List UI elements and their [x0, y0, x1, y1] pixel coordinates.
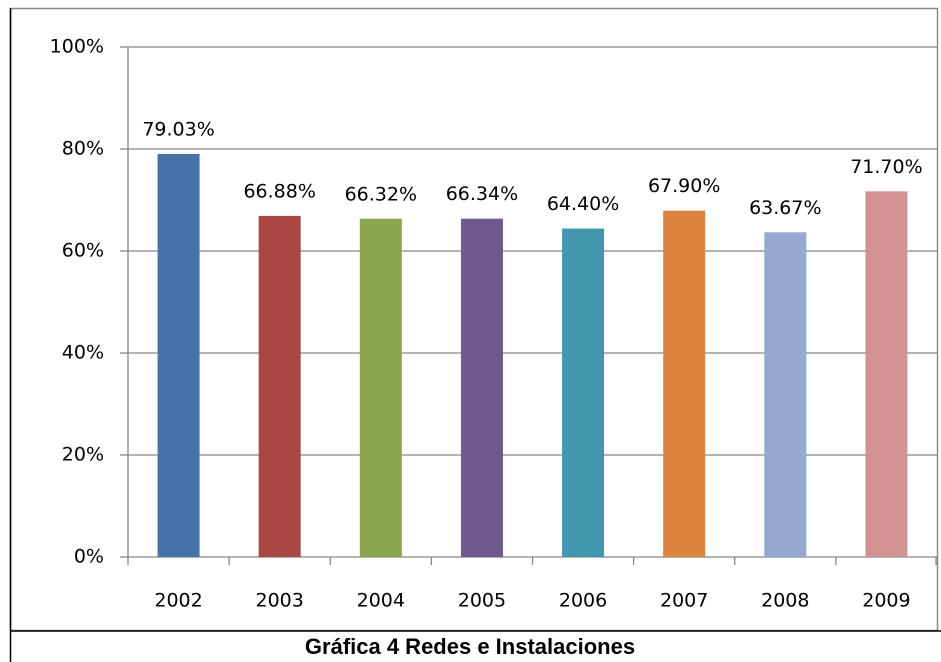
x-tick-label: 2009	[862, 590, 910, 612]
data-label: 66.88%	[243, 180, 315, 202]
data-label: 66.32%	[345, 183, 417, 205]
y-tick-label: 100%	[50, 36, 104, 58]
bar	[359, 218, 402, 557]
bar	[663, 210, 706, 557]
chart-title: Gráfica 4 Redes e Instalaciones	[305, 634, 635, 659]
data-label: 79.03%	[142, 118, 214, 140]
data-label: 67.90%	[648, 175, 720, 197]
data-label: 71.70%	[850, 156, 922, 178]
data-label: 66.34%	[446, 183, 518, 205]
y-tick-label: 80%	[62, 138, 104, 160]
x-tick-label: 2005	[458, 590, 506, 612]
y-tick-label: 0%	[74, 546, 104, 568]
y-tick-label: 60%	[62, 240, 104, 262]
data-label: 63.67%	[749, 197, 821, 219]
y-tick-label: 40%	[62, 342, 104, 364]
x-tick-label: 2006	[559, 590, 607, 612]
x-tick-label: 2007	[660, 590, 708, 612]
x-tick-label: 2003	[256, 590, 304, 612]
x-tick-label: 2004	[357, 590, 405, 612]
bar	[764, 232, 807, 557]
y-tick-label: 20%	[62, 444, 104, 466]
bar	[157, 153, 200, 557]
bar	[865, 191, 908, 557]
data-label: 64.40%	[547, 193, 619, 215]
x-tick-label: 2002	[154, 590, 202, 612]
bar	[258, 215, 301, 558]
bar	[460, 218, 503, 557]
bar	[562, 228, 605, 557]
x-tick-label: 2008	[761, 590, 809, 612]
